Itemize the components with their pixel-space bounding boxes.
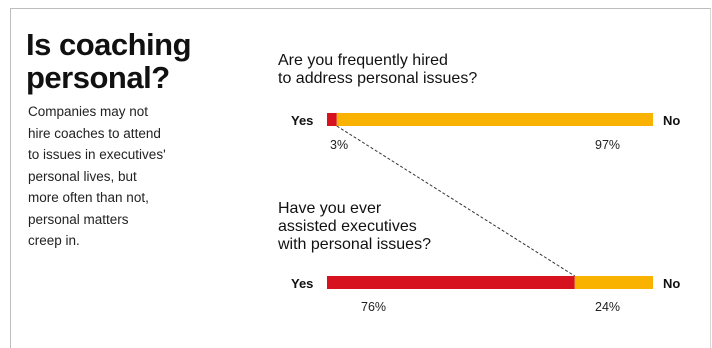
bar-2-yes-value: 76% xyxy=(361,300,387,314)
title-line-1: Is coaching xyxy=(26,27,192,62)
bar-1-no-segment xyxy=(336,113,653,126)
connector-line xyxy=(336,125,576,277)
question-2-line: assisted executives xyxy=(278,218,417,235)
question-1-line: to address personal issues? xyxy=(278,70,478,87)
bar-1-no-label: No xyxy=(663,113,681,128)
bar-2-yes-segment xyxy=(327,276,575,289)
bar-2-no-label: No xyxy=(663,276,681,291)
description-line: to issues in executives' xyxy=(28,147,166,162)
bar-2-no-value: 24% xyxy=(595,300,621,314)
description-line: personal matters xyxy=(28,211,129,227)
bar-1-no-value: 97% xyxy=(595,138,621,152)
title-line-2: personal? xyxy=(26,60,170,95)
question-1: Are you frequently hired to address pers… xyxy=(278,52,568,88)
page-title: Is coaching personal? xyxy=(26,28,256,94)
bar-2-no-segment xyxy=(574,276,653,289)
description-line: hire coaches to attend xyxy=(28,125,161,141)
question-2: Have you ever assisted executives with p… xyxy=(278,200,498,254)
description-line: more often than not, xyxy=(28,190,149,205)
bar-1-yes-segment xyxy=(327,113,337,126)
question-2-line: with personal issues? xyxy=(278,236,431,253)
figure-frame xyxy=(10,8,711,348)
description: Companies may not hire coaches to attend… xyxy=(28,101,218,252)
bar-2-yes-label: Yes xyxy=(291,276,314,291)
question-1-line: Are you frequently hired xyxy=(278,52,448,69)
description-line: Companies may not xyxy=(28,104,149,119)
bar-1-yes-label: Yes xyxy=(291,113,314,128)
bar-1-yes-value: 3% xyxy=(330,138,349,152)
description-line: personal lives, but xyxy=(28,168,137,184)
question-2-line: Have you ever xyxy=(278,200,382,217)
description-line: creep in. xyxy=(28,233,80,248)
